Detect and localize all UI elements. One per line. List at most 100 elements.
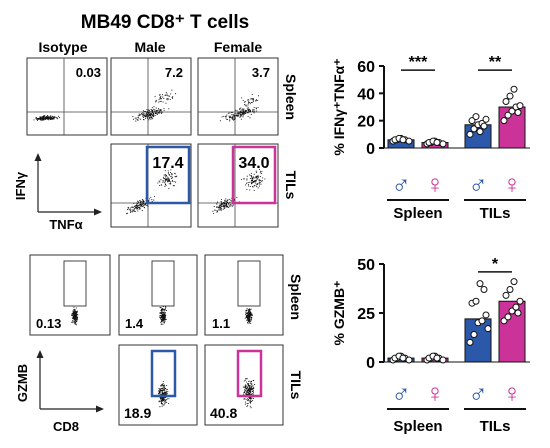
flow-event-dot	[238, 112, 240, 114]
flow-event-dot	[247, 316, 249, 318]
flow-event-dot	[249, 381, 252, 383]
flow-event-dot	[166, 398, 168, 400]
flow-event-dot	[255, 176, 257, 178]
flow-event-dot	[249, 108, 251, 111]
flow-event-dot	[153, 108, 155, 110]
flow-event-dot	[249, 391, 251, 393]
flow-event-dot	[142, 203, 144, 205]
gate-gzmb-spleen-female	[237, 260, 261, 307]
flow-event-dot	[226, 206, 228, 208]
flow-event-dot	[246, 390, 248, 392]
flow-event-dot	[230, 115, 232, 117]
flow-event-dot	[253, 111, 255, 113]
flow-event-dot	[153, 116, 155, 118]
flow-event-dot	[162, 400, 164, 402]
flow-event-dot	[255, 110, 257, 112]
flow-event-dot	[158, 101, 160, 103]
flow-event-dot	[236, 113, 238, 115]
flow-event-dot	[44, 117, 46, 120]
flow-event-dot	[229, 120, 231, 122]
flow-event-dot	[232, 117, 234, 119]
flow-event-dot	[213, 206, 215, 208]
data-point	[502, 291, 510, 299]
flow-event-dot	[41, 117, 43, 119]
flow-event-dot	[246, 399, 248, 401]
data-point	[514, 108, 522, 116]
flow-event-dot	[36, 118, 38, 120]
flow-event-dot	[148, 117, 150, 120]
flow-event-dot	[251, 383, 253, 385]
flow-event-dot	[251, 385, 253, 387]
flow-event-dot	[150, 196, 152, 198]
data-point	[399, 136, 407, 144]
flow-event-dot	[164, 94, 166, 96]
flow-event-dot	[261, 170, 263, 173]
flow-event-dot	[252, 176, 254, 178]
flow-event-dot	[234, 112, 236, 115]
flow-event-dot	[159, 406, 161, 408]
flow-event-dot	[219, 207, 221, 209]
flow-event-dot	[164, 402, 167, 404]
flow-event-dot	[247, 182, 249, 184]
data-point	[472, 113, 480, 121]
flow-event-dot	[133, 206, 135, 208]
flow-event-dot	[139, 200, 141, 202]
flow-event-dot	[240, 115, 242, 117]
flow-event-dot	[243, 178, 245, 180]
flow-event-dot	[150, 111, 152, 113]
flow-event-dot	[246, 309, 248, 311]
row-label-spleen-ifn: Spleen	[283, 74, 299, 120]
flow-event-dot	[250, 389, 252, 391]
flow-event-dot	[141, 205, 143, 208]
flow-event-dot	[233, 113, 235, 116]
flow-event-dot	[247, 387, 249, 389]
flow-event-dot	[248, 174, 250, 176]
flow-event-dot	[74, 313, 76, 315]
flow-event-dot	[227, 199, 229, 201]
flow-event-dot	[56, 116, 58, 119]
data-point	[506, 285, 514, 293]
flow-event-dot	[257, 187, 259, 189]
flow-event-dot	[248, 320, 250, 323]
flow-event-dot	[225, 203, 227, 205]
flow-event-dot	[160, 318, 162, 320]
flow-event-dot	[250, 98, 252, 100]
flow-event-dot	[247, 315, 249, 317]
flow-event-dot	[228, 206, 230, 209]
flow-event-dot	[165, 175, 167, 177]
flow-event-dot	[260, 170, 262, 172]
flow-event-dot	[253, 391, 255, 393]
pct-gzmb-tils-female: 40.8	[210, 405, 237, 421]
flow-event-dot	[163, 109, 165, 111]
significance-label: *	[492, 256, 499, 273]
flow-event-dot	[173, 180, 175, 183]
flow-event-dot	[147, 116, 149, 118]
flow-event-dot	[173, 185, 175, 187]
flow-event-dot	[129, 211, 132, 214]
flow-event-dot	[249, 189, 251, 191]
flow-event-dot	[250, 308, 252, 310]
flow-event-dot	[172, 179, 174, 181]
flow-event-dot	[136, 206, 138, 208]
flow-event-dot	[171, 89, 173, 91]
flow-event-dot	[133, 202, 135, 205]
flow-event-dot	[224, 204, 226, 206]
flow-event-dot	[175, 181, 177, 183]
flow-event-dot	[220, 210, 222, 212]
flow-event-dot	[256, 178, 258, 180]
flow-event-dot	[248, 316, 250, 318]
data-point	[510, 278, 518, 286]
flow-event-dot	[248, 397, 250, 399]
data-point	[500, 117, 508, 125]
flow-event-dot	[135, 118, 137, 120]
flow-event-dot	[220, 198, 223, 201]
flow-event-dot	[245, 184, 247, 186]
gate-tils-male	[145, 145, 191, 205]
flow-event-dot	[224, 200, 226, 202]
flow-event-dot	[167, 177, 169, 180]
flow-event-dot	[246, 108, 248, 110]
flow-event-dot	[164, 314, 166, 316]
flow-event-dot	[148, 200, 150, 202]
flow-event-dot	[151, 109, 153, 111]
flow-event-dot	[168, 398, 170, 400]
